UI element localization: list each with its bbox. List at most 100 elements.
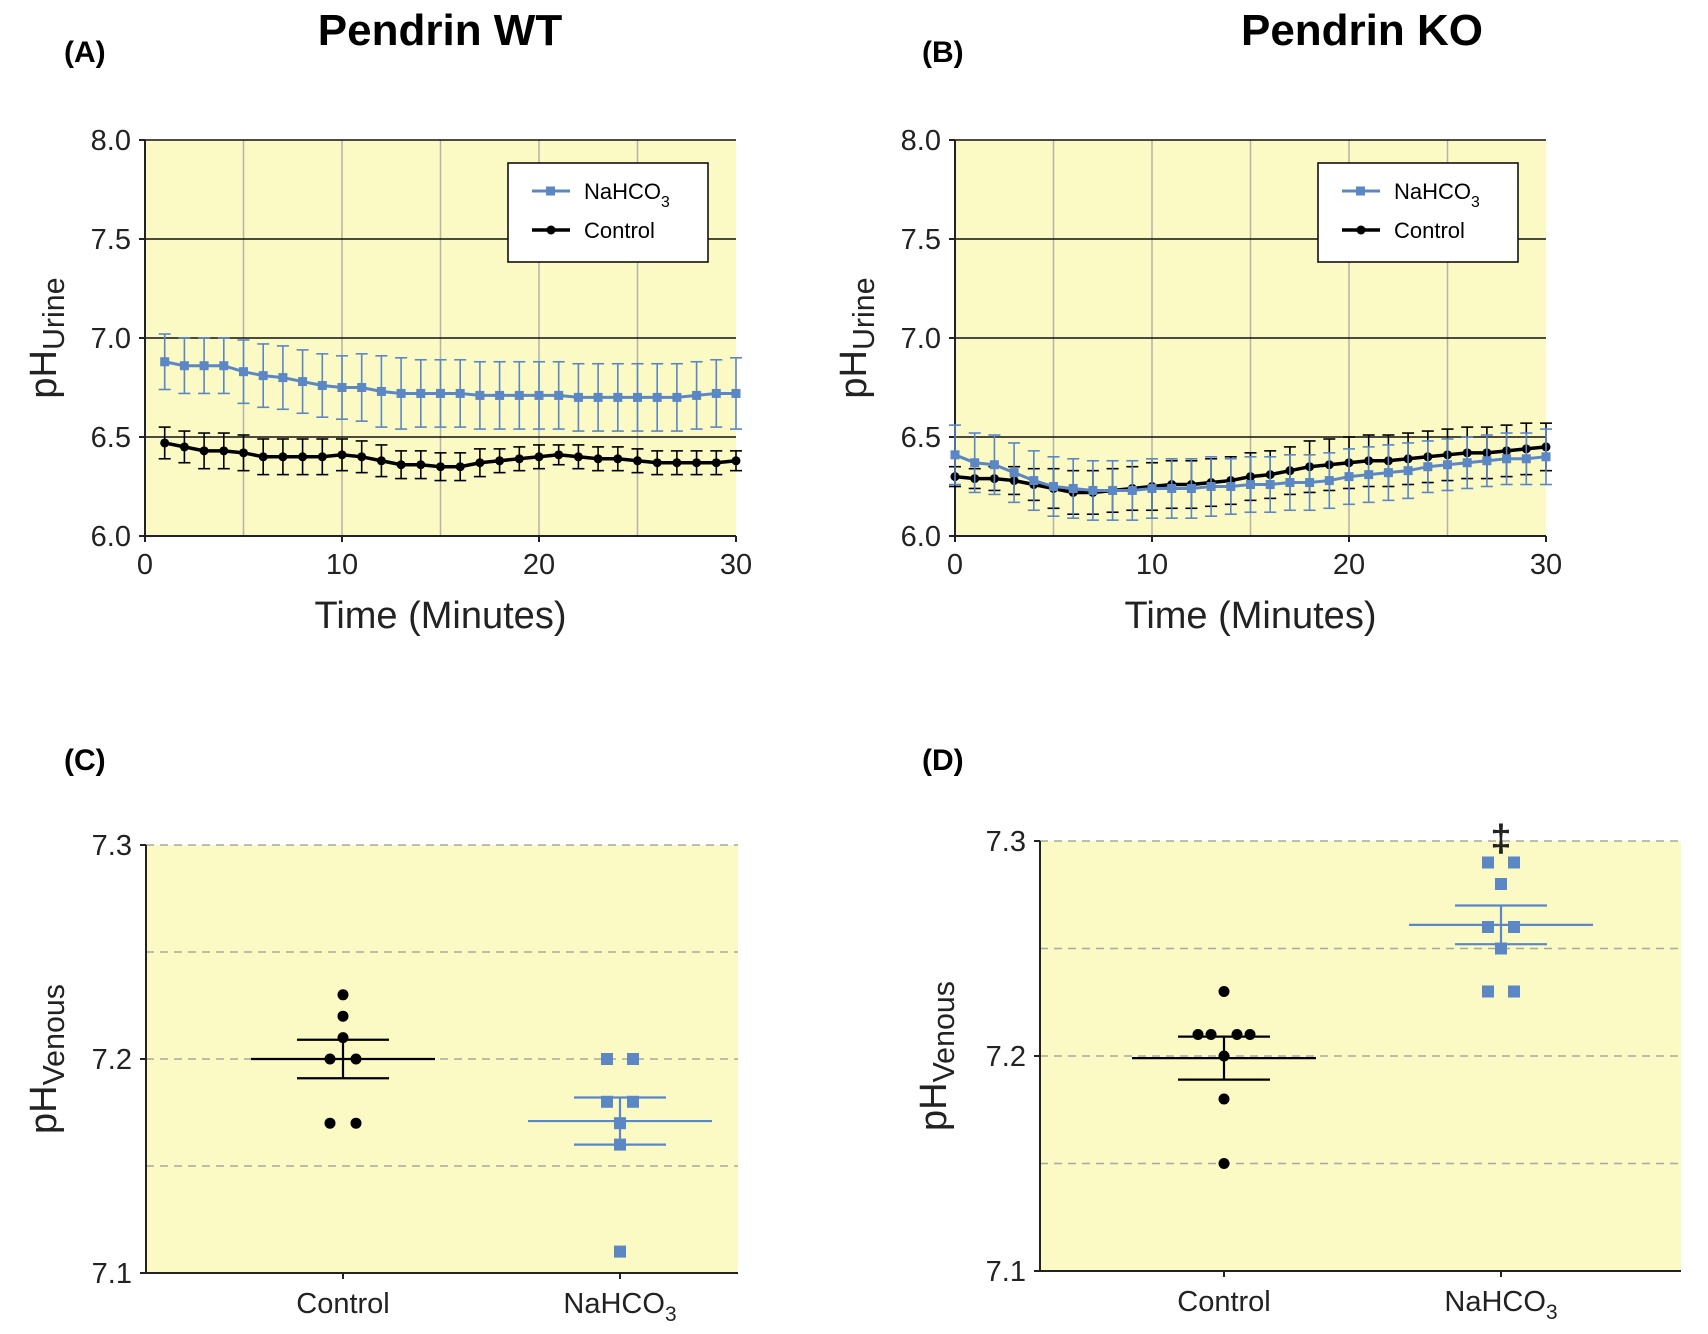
category-label-main: NaHCO — [563, 1288, 665, 1320]
data-point — [692, 458, 702, 468]
legend-label-nahco3-main: NaHCO — [1394, 179, 1471, 204]
data-point — [1482, 456, 1492, 466]
legend-label-nahco3-main: NaHCO — [584, 179, 661, 204]
x-tick-label: 20 — [523, 549, 555, 581]
y-tick-label: 7.3 — [92, 830, 132, 862]
data-point — [337, 383, 347, 392]
data-point — [534, 452, 544, 462]
data-point — [1218, 1158, 1230, 1169]
data-point — [1226, 482, 1236, 491]
panel-letter-c: (C) — [64, 744, 106, 777]
data-point — [357, 383, 367, 392]
title-pendrin-ko: Pendrin KO — [1241, 6, 1483, 55]
data-point — [1508, 856, 1520, 869]
data-point — [337, 450, 347, 460]
data-point — [298, 452, 308, 462]
x-tick-label: 0 — [947, 549, 963, 581]
y-axis-label: pHUrine — [833, 277, 881, 398]
data-point — [199, 361, 209, 371]
data-point — [416, 388, 426, 398]
y-tick-label: 7.2 — [92, 1044, 132, 1076]
data-point — [1009, 468, 1019, 478]
data-point — [258, 371, 268, 381]
data-point — [573, 452, 583, 462]
data-point — [633, 456, 642, 466]
x-tick-label: 10 — [1136, 549, 1168, 581]
data-point — [1502, 454, 1512, 464]
data-point — [324, 1117, 336, 1129]
panel-letter-b: (B) — [922, 36, 964, 69]
significance-annotation: ‡ — [1490, 818, 1511, 860]
category-label: Control — [1177, 1286, 1271, 1318]
data-point — [436, 388, 445, 398]
legend-label-control: Control — [584, 218, 655, 243]
y-tick-label: 6.0 — [901, 521, 941, 553]
legend: NaHCO3 Control — [507, 162, 709, 263]
group-control — [251, 989, 435, 1129]
data-point — [1088, 485, 1098, 495]
data-point — [495, 390, 505, 400]
legend-marker-nahco3 — [1356, 186, 1365, 196]
data-point — [1206, 482, 1216, 491]
data-point — [376, 456, 386, 466]
data-point — [396, 388, 406, 398]
data-point — [1244, 1029, 1256, 1040]
y-tick-label: 7.1 — [986, 1256, 1026, 1288]
data-point — [160, 438, 170, 448]
data-point — [554, 450, 564, 460]
data-point — [1218, 986, 1230, 997]
legend-marker-control — [546, 225, 556, 235]
data-point — [1508, 921, 1520, 933]
data-point — [455, 462, 465, 472]
x-tick-label: 30 — [720, 549, 752, 581]
y-axis-label-main: pH — [913, 1082, 955, 1131]
y-axis-label-sub: Urine — [37, 277, 71, 350]
x-axis-label: Time (Minutes) — [315, 595, 567, 637]
data-point — [416, 460, 426, 470]
data-point — [554, 390, 564, 400]
legend-label-control: Control — [1394, 218, 1465, 243]
y-axis-label: pHUrine — [23, 277, 71, 398]
data-point — [970, 458, 980, 468]
y-tick-label: 8.0 — [901, 125, 941, 157]
data-point — [396, 460, 406, 470]
y-axis-label: pHVenous — [23, 984, 71, 1134]
x-tick-label: 20 — [1333, 549, 1365, 581]
data-point — [601, 1095, 613, 1108]
panel-b-urine-ph-chart: 6.0 6.5 7.0 7.5 8.0 0 10 20 30 Time (Minutes) pHUr… — [833, 125, 1562, 637]
data-point — [672, 392, 682, 402]
data-point — [1508, 985, 1520, 998]
data-point — [1029, 476, 1039, 486]
y-axis-label-main: pH — [833, 350, 875, 399]
data-point — [1403, 466, 1413, 476]
data-point — [633, 392, 642, 402]
data-point — [278, 452, 288, 462]
data-point — [1186, 483, 1196, 493]
data-point — [1205, 1029, 1217, 1040]
data-point — [1218, 1093, 1230, 1105]
x-tick-label: 10 — [326, 549, 358, 581]
y-tick-label: 6.5 — [91, 422, 131, 454]
data-point — [1423, 462, 1433, 472]
data-point — [298, 377, 308, 387]
data-point — [455, 388, 465, 398]
data-point — [337, 1010, 349, 1022]
data-point — [613, 392, 623, 402]
data-point — [357, 452, 367, 462]
data-point — [1147, 483, 1157, 493]
group-nahco3 — [528, 1053, 712, 1258]
data-point — [219, 446, 229, 456]
y-axis-label-main: pH — [23, 350, 65, 399]
y-tick-label: 6.5 — [901, 422, 941, 454]
x-tick-label: 30 — [1530, 549, 1562, 581]
y-tick-label: 7.5 — [91, 224, 131, 256]
category-label: NaHCO3 — [563, 1288, 676, 1326]
data-point — [593, 454, 603, 464]
data-point — [1324, 476, 1334, 486]
data-point — [989, 460, 999, 470]
data-point — [1364, 470, 1374, 480]
x-axis-label: Time (Minutes) — [1125, 595, 1377, 637]
data-point — [711, 458, 721, 468]
data-point — [573, 392, 583, 402]
